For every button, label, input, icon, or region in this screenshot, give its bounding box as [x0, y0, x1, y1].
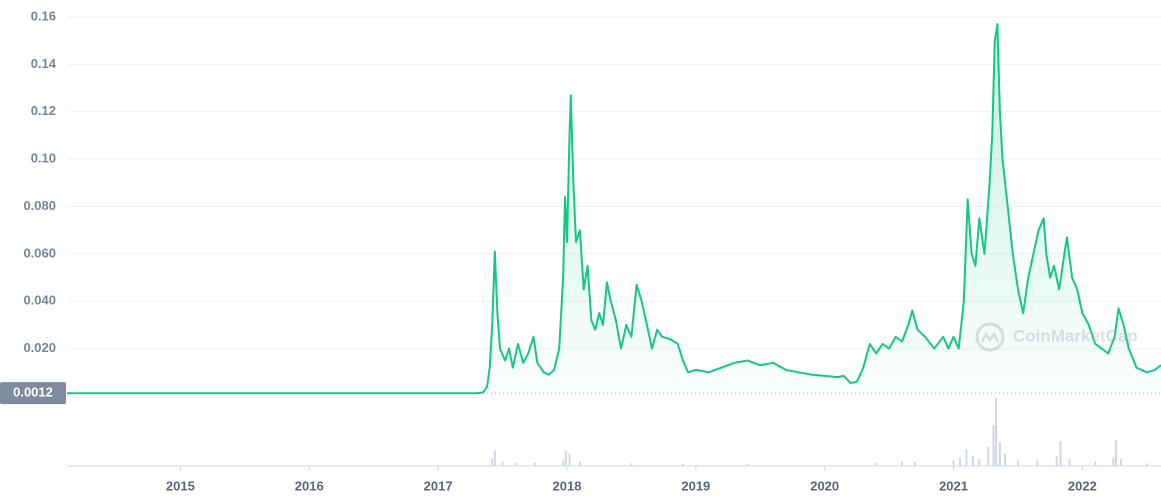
- y-tick-label: 0.060: [23, 245, 56, 260]
- y-tick-label: 0.14: [31, 56, 57, 71]
- volume-bar: [493, 451, 496, 466]
- x-tick-label: 2020: [810, 478, 839, 493]
- volume-bar: [501, 461, 504, 466]
- price-line: [67, 23, 1161, 395]
- volume-bar: [875, 462, 878, 466]
- volume-bar: [965, 449, 968, 466]
- volume-bar: [913, 461, 916, 466]
- current-price-box: [0, 382, 66, 405]
- y-tick-label: 0.12: [31, 103, 56, 118]
- volume-bar: [978, 459, 981, 466]
- x-tick-label: 2021: [939, 478, 968, 493]
- watermark-text: CoinMarketCap: [1013, 326, 1138, 345]
- volume-bar: [992, 425, 995, 466]
- volume-bar: [995, 398, 998, 466]
- volume-bar: [1055, 456, 1058, 466]
- y-tick-label: 0.020: [23, 340, 56, 355]
- volume-bar: [1114, 440, 1117, 466]
- volume-bar: [533, 462, 536, 466]
- volume-bar: [1145, 463, 1148, 466]
- y-tick-label: 0.10: [31, 151, 56, 166]
- x-tick-label: 2018: [553, 478, 582, 493]
- volume-bar: [578, 461, 581, 466]
- y-tick-label: 0.080: [23, 198, 56, 213]
- x-tick-label: 2022: [1068, 478, 1097, 493]
- volume-bar: [562, 460, 565, 466]
- x-tick-label: 2017: [424, 478, 453, 493]
- volume-bar: [746, 463, 749, 466]
- volume-bar: [1068, 459, 1071, 466]
- volume-bar: [998, 442, 1001, 466]
- y-tick-label: 0.16: [31, 8, 56, 23]
- volume-bar: [958, 457, 961, 466]
- volume-bar: [564, 451, 567, 466]
- volume-bar: [491, 459, 494, 466]
- volume-bar: [1112, 457, 1115, 466]
- current-price-label: 0.0012: [13, 385, 53, 400]
- volume-bar: [952, 460, 955, 466]
- volume-bar: [1004, 453, 1007, 466]
- price-area: [67, 24, 1161, 394]
- volume-bar: [1016, 460, 1019, 466]
- x-tick-label: 2015: [166, 478, 195, 493]
- volume-bar: [987, 446, 990, 466]
- volume-bar: [681, 463, 684, 466]
- x-tick-label: 2019: [681, 478, 710, 493]
- y-tick-label: 0.040: [23, 293, 56, 308]
- volume-bar: [514, 462, 517, 466]
- volume-bar: [630, 463, 633, 466]
- volume-bar: [1059, 441, 1062, 466]
- x-tick-label: 2016: [295, 478, 324, 493]
- volume-bar: [568, 453, 571, 466]
- volume-bar: [900, 461, 903, 466]
- volume-bar: [1036, 460, 1039, 466]
- volume-bar: [1094, 461, 1097, 466]
- watermark: CoinMarketCap: [975, 322, 1138, 352]
- volume-bar: [971, 455, 974, 466]
- volume-bar: [1120, 459, 1123, 466]
